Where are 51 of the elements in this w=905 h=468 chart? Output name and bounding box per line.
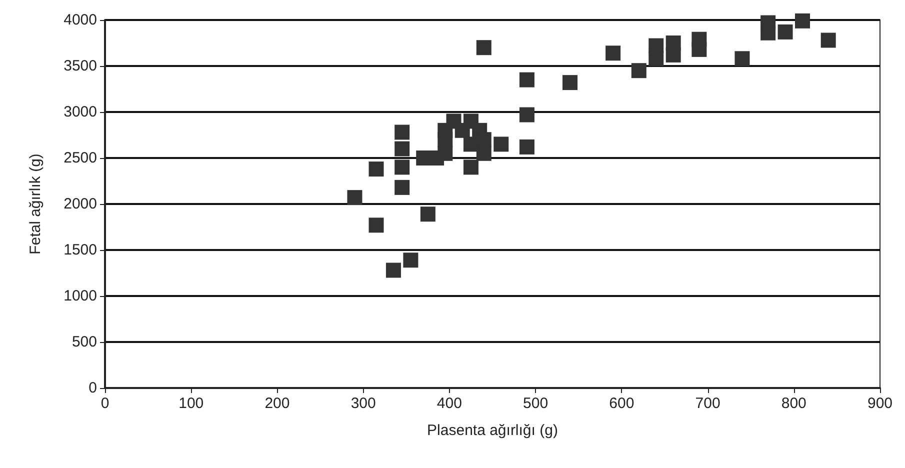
- point: [778, 24, 793, 40]
- x-tick-label: 600: [609, 395, 634, 412]
- point: [760, 25, 776, 40]
- y-tick-label: 1000: [64, 288, 97, 304]
- point: [394, 141, 410, 156]
- point: [562, 75, 578, 90]
- point: [476, 132, 492, 148]
- point: [394, 124, 410, 140]
- y-tick-label: 2000: [64, 196, 97, 212]
- y-tick-label: 1500: [64, 242, 97, 258]
- x-tick-label: 300: [350, 395, 376, 412]
- point: [347, 190, 362, 206]
- point: [476, 146, 492, 161]
- x-tick-label: 100: [178, 395, 204, 412]
- y-tick-label: 500: [72, 334, 97, 350]
- point: [692, 32, 707, 47]
- x-tick-label: 800: [781, 395, 806, 412]
- point: [463, 160, 478, 175]
- x-tick-label: 900: [867, 395, 893, 412]
- x-tick-label: 400: [436, 395, 462, 412]
- y-axis-title: Fetal ağırlık (g): [27, 154, 44, 254]
- point: [648, 51, 664, 66]
- point: [368, 218, 384, 233]
- point: [795, 13, 810, 28]
- point: [606, 46, 621, 61]
- point: [820, 32, 836, 48]
- x-tick-label: 700: [695, 395, 720, 412]
- x-tick-label: 0: [100, 395, 110, 412]
- point: [494, 136, 509, 152]
- point: [438, 146, 453, 161]
- x-tick-label: 500: [523, 395, 548, 412]
- point: [631, 63, 646, 78]
- point: [519, 139, 534, 154]
- x-axis-title: Plasenta ağırlığı (g): [427, 422, 558, 439]
- point: [519, 107, 534, 122]
- point: [666, 47, 681, 62]
- point: [386, 262, 401, 278]
- point: [394, 160, 410, 175]
- y-tick-label: 2500: [64, 150, 97, 166]
- point: [394, 180, 410, 195]
- point: [519, 72, 534, 88]
- point: [420, 206, 436, 222]
- point: [403, 252, 418, 268]
- y-tick-label: 0: [88, 380, 97, 396]
- x-tick-label: 200: [264, 395, 290, 412]
- point: [368, 162, 384, 177]
- point: [734, 51, 750, 66]
- point: [476, 40, 492, 56]
- y-tick-label: 4000: [64, 12, 97, 28]
- y-tick-label: 3500: [64, 58, 97, 74]
- y-tick-label: 3000: [64, 104, 97, 120]
